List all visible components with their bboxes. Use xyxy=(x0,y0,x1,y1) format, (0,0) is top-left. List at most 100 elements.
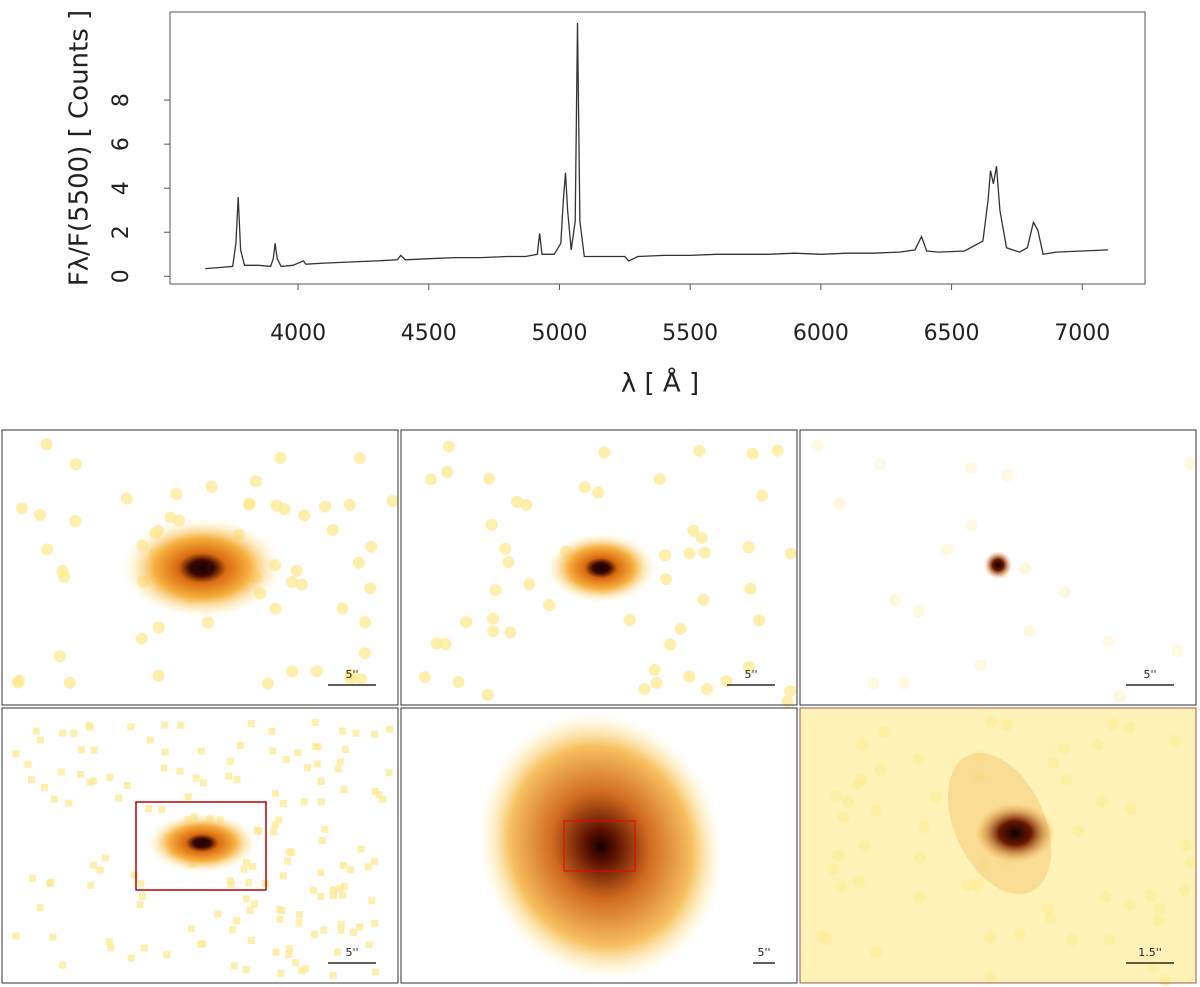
noise-pixel xyxy=(36,736,44,744)
noise-pixel xyxy=(499,542,512,555)
noise-pixel xyxy=(683,547,696,560)
noise-pixel xyxy=(753,614,766,627)
zoom-box xyxy=(563,820,636,872)
noise-pixel xyxy=(46,880,54,888)
noise-pixel xyxy=(127,723,135,731)
noise-pixel xyxy=(1058,586,1071,599)
noise-pixel xyxy=(511,495,524,508)
noise-pixel xyxy=(489,584,502,597)
noise-pixel xyxy=(158,805,166,813)
noise-pixel xyxy=(310,665,323,678)
noise-pixel xyxy=(271,789,279,797)
noise-pixel xyxy=(386,494,399,507)
noise-pixel xyxy=(233,775,241,783)
noise-pixel xyxy=(236,741,244,749)
noise-pixel xyxy=(317,778,325,786)
noise-pixel xyxy=(1047,756,1060,769)
noise-pixel xyxy=(698,546,711,559)
noise-pixel xyxy=(337,920,345,928)
noise-pixel xyxy=(276,906,284,914)
noise-pixel xyxy=(418,671,431,684)
noise-pixel xyxy=(318,836,326,844)
noise-pixel xyxy=(870,805,883,818)
noise-pixel xyxy=(321,826,329,834)
noise-pixel xyxy=(225,772,233,780)
panel-frame xyxy=(400,707,798,984)
noise-pixel xyxy=(385,769,393,777)
noise-pixel xyxy=(1103,933,1116,946)
noise-pixel xyxy=(34,508,47,521)
noise-pixel xyxy=(137,880,145,888)
noise-pixel xyxy=(371,919,379,927)
noise-pixel xyxy=(781,695,794,708)
noise-pixel xyxy=(152,621,165,634)
noise-pixel xyxy=(371,968,379,976)
noise-pixel xyxy=(784,547,797,560)
x-tick-label: 5500 xyxy=(662,321,718,346)
noise-pixel xyxy=(296,911,304,919)
noise-pixel xyxy=(598,446,611,459)
noise-pixel xyxy=(353,452,366,465)
noise-pixel xyxy=(295,578,308,591)
panel-frame xyxy=(1,707,399,984)
noise-pixel xyxy=(371,787,379,795)
noise-pixel xyxy=(127,954,135,962)
noise-pixel xyxy=(358,647,371,660)
x-tick-label: 7000 xyxy=(1054,321,1110,346)
noise-pixel xyxy=(77,770,85,778)
noise-pixel xyxy=(340,882,348,890)
noise-pixel xyxy=(163,951,171,959)
noise-pixel xyxy=(152,669,165,682)
noise-pixel xyxy=(90,746,98,754)
noise-pixel xyxy=(86,778,94,786)
noise-pixel xyxy=(370,730,378,738)
noise-pixel xyxy=(1091,738,1104,751)
scale-label: 5'' xyxy=(1143,668,1156,681)
noise-pixel xyxy=(139,892,147,900)
x-tick-label: 6500 xyxy=(924,321,980,346)
noise-pixel xyxy=(226,757,234,765)
noise-pixel xyxy=(13,674,26,687)
noise-pixel xyxy=(298,509,311,522)
noise-pixel xyxy=(481,688,494,701)
panel-frame xyxy=(799,429,1197,706)
noise-pixel xyxy=(972,877,985,890)
noise-pixel xyxy=(364,863,372,871)
noise-pixel xyxy=(269,602,282,615)
noise-pixel xyxy=(248,862,256,870)
noise-pixel xyxy=(160,764,168,772)
noise-pixel xyxy=(291,959,299,967)
noise-pixel xyxy=(357,845,365,853)
galaxy xyxy=(122,518,282,618)
noise-pixel xyxy=(329,886,337,894)
noise-pixel xyxy=(275,816,283,824)
noise-pixel xyxy=(87,881,95,889)
noise-pixel xyxy=(247,937,255,945)
noise-pixel xyxy=(660,573,673,586)
noise-pixel xyxy=(744,582,757,595)
noise-pixel xyxy=(286,665,299,678)
noise-pixel xyxy=(918,820,931,833)
noise-pixel xyxy=(855,739,868,752)
noise-pixel xyxy=(226,877,234,885)
noise-pixel xyxy=(106,773,114,781)
noise-pixel xyxy=(485,518,498,531)
noise-pixel xyxy=(268,727,276,735)
noise-pixel xyxy=(1099,891,1112,904)
noise-pixel xyxy=(282,756,290,764)
noise-pixel xyxy=(504,626,517,639)
noise-pixel xyxy=(487,625,500,638)
noise-pixel xyxy=(242,858,250,866)
noise-pixel xyxy=(701,682,714,695)
noise-pixel xyxy=(1153,902,1166,915)
noise-pixel xyxy=(344,673,357,686)
noise-pixel xyxy=(1183,457,1196,470)
noise-pixel xyxy=(962,878,975,891)
noise-pixel xyxy=(623,613,636,626)
noise-pixel xyxy=(359,616,372,629)
noise-pixel xyxy=(1066,933,1079,946)
noise-pixel xyxy=(311,930,319,938)
noise-pixel xyxy=(965,519,978,532)
noise-pixel xyxy=(338,727,346,735)
noise-pixel xyxy=(90,861,98,869)
